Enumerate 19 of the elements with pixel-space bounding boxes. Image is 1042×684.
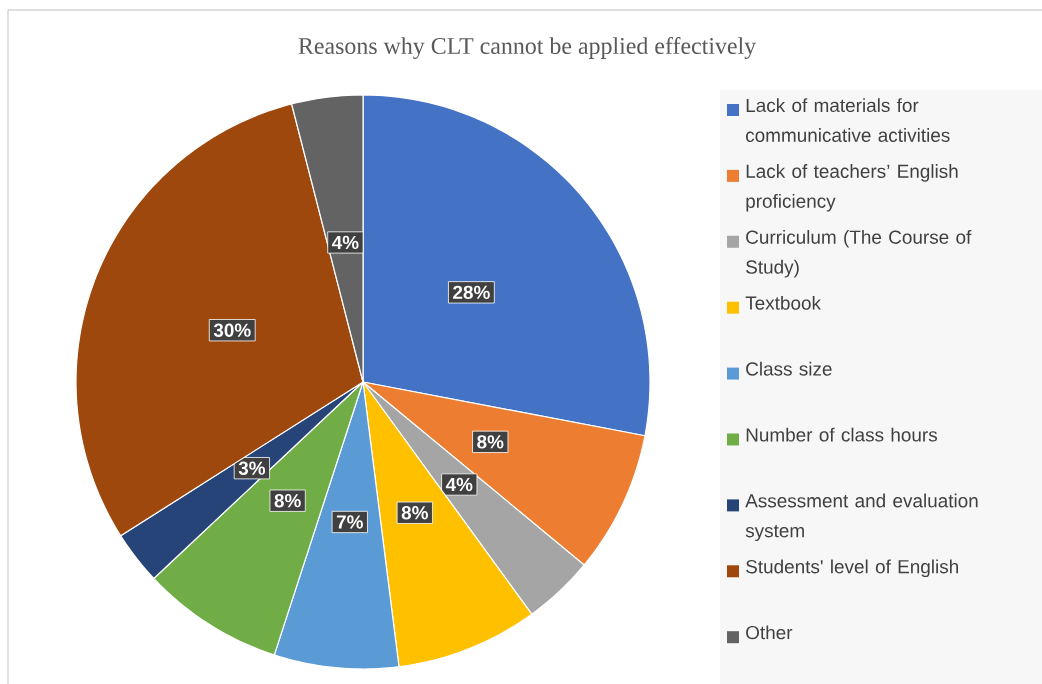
legend-label: Number of class hours xyxy=(746,427,937,442)
data-label: 30% xyxy=(213,323,251,337)
legend-label: Lack of teachers’ English proficiency xyxy=(746,164,958,212)
data-label: 7% xyxy=(336,515,363,529)
data-label: 4% xyxy=(331,235,359,250)
data-label: 8% xyxy=(401,506,428,520)
legend-label: Students' level of English xyxy=(746,559,958,578)
legend-label: Textbook xyxy=(745,295,821,310)
legend-label: Curriculum (The Course of Study) xyxy=(746,229,972,278)
legend-label: Assessment and evaluation system xyxy=(745,493,978,542)
data-label: 3% xyxy=(238,461,266,475)
chart-title: Reasons why CLT cannot be applied effectively xyxy=(298,37,757,59)
legend-label: Lack of materials for communicative activities xyxy=(746,98,950,142)
legend-label: Class size xyxy=(746,361,832,376)
data-label: 4% xyxy=(445,477,473,492)
data-label: 28% xyxy=(453,285,490,300)
data-label: 8% xyxy=(477,435,504,449)
legend-label: Other xyxy=(746,625,793,640)
data-label: 8% xyxy=(274,494,301,508)
